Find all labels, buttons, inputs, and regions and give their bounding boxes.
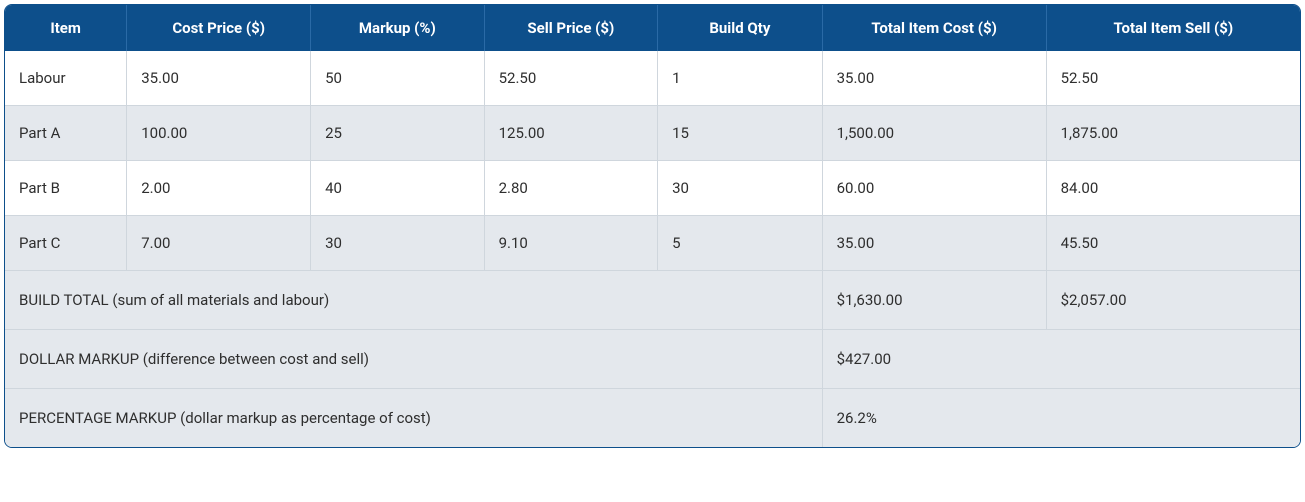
summary-label: BUILD TOTAL (sum of all materials and la… [5, 271, 822, 330]
col-build-qty: Build Qty [658, 5, 822, 51]
col-total-cost: Total Item Cost ($) [822, 5, 1046, 51]
cell-item: Labour [5, 51, 127, 106]
summary-row-percentage-markup: PERCENTAGE MARKUP (dollar markup as perc… [5, 389, 1300, 448]
col-cost-price: Cost Price ($) [127, 5, 311, 51]
summary-label: DOLLAR MARKUP (difference between cost a… [5, 330, 822, 389]
table-header-row: Item Cost Price ($) Markup (%) Sell Pric… [5, 5, 1300, 51]
cell-markup: 50 [311, 51, 485, 106]
cell-total-cost: 35.00 [822, 51, 1046, 106]
summary-row-build-total: BUILD TOTAL (sum of all materials and la… [5, 271, 1300, 330]
cell-qty: 5 [658, 216, 822, 271]
cell-qty: 30 [658, 161, 822, 216]
cell-total-sell: 1,875.00 [1046, 106, 1300, 161]
pricing-table-container: Item Cost Price ($) Markup (%) Sell Pric… [4, 4, 1301, 448]
cell-markup: 25 [311, 106, 485, 161]
cell-total-cost: 60.00 [822, 161, 1046, 216]
cell-qty: 15 [658, 106, 822, 161]
cell-markup: 40 [311, 161, 485, 216]
table-row: Labour 35.00 50 52.50 1 35.00 52.50 [5, 51, 1300, 106]
summary-total-cost: 26.2% [822, 389, 1300, 448]
cell-total-cost: 35.00 [822, 216, 1046, 271]
cell-total-sell: 45.50 [1046, 216, 1300, 271]
cell-sell: 2.80 [484, 161, 658, 216]
summary-total-cost: $1,630.00 [822, 271, 1046, 330]
cell-sell: 125.00 [484, 106, 658, 161]
col-sell-price: Sell Price ($) [484, 5, 658, 51]
cell-item: Part A [5, 106, 127, 161]
table-row: Part C 7.00 30 9.10 5 35.00 45.50 [5, 216, 1300, 271]
table-row: Part A 100.00 25 125.00 15 1,500.00 1,87… [5, 106, 1300, 161]
pricing-table: Item Cost Price ($) Markup (%) Sell Pric… [5, 5, 1300, 447]
cell-item: Part C [5, 216, 127, 271]
cell-item: Part B [5, 161, 127, 216]
table-row: Part B 2.00 40 2.80 30 60.00 84.00 [5, 161, 1300, 216]
col-total-sell: Total Item Sell ($) [1046, 5, 1300, 51]
cell-cost: 2.00 [127, 161, 311, 216]
cell-cost: 100.00 [127, 106, 311, 161]
cell-total-cost: 1,500.00 [822, 106, 1046, 161]
cell-sell: 52.50 [484, 51, 658, 106]
cell-total-sell: 84.00 [1046, 161, 1300, 216]
cell-sell: 9.10 [484, 216, 658, 271]
summary-total-sell: $2,057.00 [1046, 271, 1300, 330]
col-item: Item [5, 5, 127, 51]
cell-markup: 30 [311, 216, 485, 271]
summary-row-dollar-markup: DOLLAR MARKUP (difference between cost a… [5, 330, 1300, 389]
cell-cost: 7.00 [127, 216, 311, 271]
summary-label: PERCENTAGE MARKUP (dollar markup as perc… [5, 389, 822, 448]
cell-total-sell: 52.50 [1046, 51, 1300, 106]
cell-cost: 35.00 [127, 51, 311, 106]
summary-total-cost: $427.00 [822, 330, 1300, 389]
col-markup: Markup (%) [311, 5, 485, 51]
cell-qty: 1 [658, 51, 822, 106]
